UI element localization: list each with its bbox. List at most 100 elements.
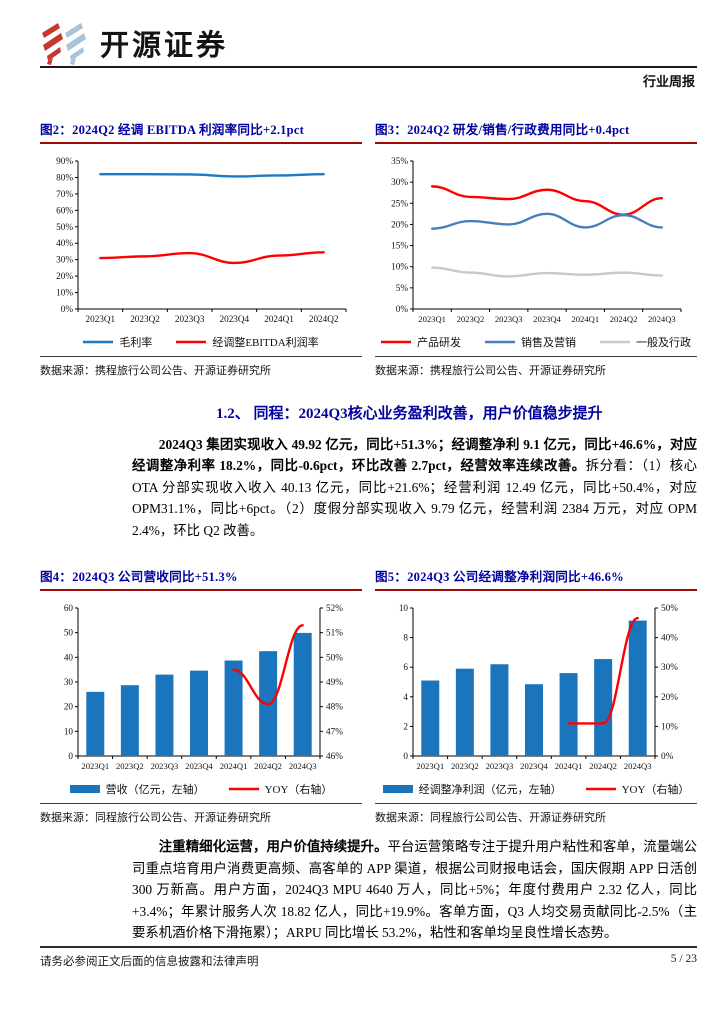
figure-title-rule xyxy=(40,142,362,144)
legend-line-swatch xyxy=(381,340,411,344)
svg-text:90%: 90% xyxy=(56,156,73,166)
svg-text:70%: 70% xyxy=(56,189,73,199)
svg-text:50: 50 xyxy=(64,628,74,638)
svg-text:47%: 47% xyxy=(326,727,343,737)
figure-5: 图5：2024Q3 公司经调整净利润同比+46.6% 0 2 4 6 8 10 0% 10% 2… xyxy=(375,565,697,825)
svg-text:10%: 10% xyxy=(56,288,73,298)
legend-label: 经调整净利润（亿元，左轴） xyxy=(418,784,562,797)
svg-text:10%: 10% xyxy=(391,262,408,272)
svg-text:10: 10 xyxy=(64,727,74,737)
svg-text:2023Q3: 2023Q3 xyxy=(486,761,514,771)
legend-line-swatch-item: 产品研发 xyxy=(381,334,461,350)
svg-text:2024Q3: 2024Q3 xyxy=(289,761,317,771)
svg-text:2024Q2: 2024Q2 xyxy=(610,314,638,324)
svg-text:6: 6 xyxy=(403,662,408,672)
source-rule xyxy=(375,803,697,805)
figure-5-title: 图5：2024Q3 公司经调整净利润同比+46.6% xyxy=(375,570,624,585)
svg-text:30%: 30% xyxy=(661,662,678,672)
page-number: 5 / 23 xyxy=(670,953,697,965)
svg-text:60: 60 xyxy=(64,603,74,613)
paragraph-body-text: 拆分看：（1）核心 OTA 分部实现收入收入 40.13 亿元，同比+21.6%… xyxy=(132,458,698,538)
brand-swirl-icon xyxy=(42,23,86,65)
legend-line-swatch-item: 毛利率 xyxy=(83,334,152,350)
paragraph-body-text: 平台运营策略专注于提升用户粘性和客单，流量端公司重点培育用户消费更高频、高客单的… xyxy=(132,839,697,940)
svg-text:0%: 0% xyxy=(396,304,409,314)
svg-text:10: 10 xyxy=(399,603,409,613)
legend-label: 经调整EBITDA利润率 xyxy=(212,337,319,349)
figure-2: 图2：2024Q2 经调 EBITDA 利润率同比+2.1pct 0% 10% 20… xyxy=(40,118,362,378)
source-rule xyxy=(40,803,362,805)
svg-text:2024Q3: 2024Q3 xyxy=(624,761,652,771)
svg-text:20%: 20% xyxy=(56,271,73,281)
legend-line-swatch xyxy=(176,340,207,344)
legend-line-swatch-item: 经调整EBITDA利润率 xyxy=(176,334,319,350)
svg-text:2023Q3: 2023Q3 xyxy=(175,314,205,324)
paragraph-operations: 注重精细化运营，用户价值持续提升。平台运营策略专注于提升用户粘性和客单，流量端公… xyxy=(132,836,697,943)
svg-text:2023Q2: 2023Q2 xyxy=(130,314,160,324)
svg-text:0: 0 xyxy=(68,751,73,761)
svg-text:60%: 60% xyxy=(56,205,73,215)
svg-text:2023Q1: 2023Q1 xyxy=(81,761,109,771)
svg-text:30: 30 xyxy=(64,677,74,687)
svg-text:30%: 30% xyxy=(56,255,73,265)
svg-text:50%: 50% xyxy=(661,603,678,613)
svg-text:80%: 80% xyxy=(56,172,73,182)
page-header: 开源证券 行业周报 xyxy=(40,20,697,94)
brand-name: 开源证券 xyxy=(100,30,229,62)
figure-title-rule xyxy=(40,589,362,592)
figure-5-legend: 经调整净利润（亿元，左轴） YOY（右轴） xyxy=(375,780,697,798)
legend-line-swatch-item: 一般及行政 xyxy=(600,334,691,350)
figure-3-legend: 产品研发 销售及营销 一般及行政 xyxy=(375,333,697,351)
legend-line-swatch-item: 销售及营销 xyxy=(485,334,576,350)
figure-3-chart: 0% 5% 10% 15% 20% 25% 30% 35% 2023Q1 2023Q2 2023Q3… xyxy=(391,156,682,324)
svg-text:2023Q4: 2023Q4 xyxy=(220,314,250,324)
svg-text:2023Q1: 2023Q1 xyxy=(418,314,446,324)
svg-text:2023Q4: 2023Q4 xyxy=(520,761,548,771)
paragraph-bold-lead: 注重精细化运营，用户价值持续提升。 xyxy=(158,839,388,855)
figure-title-rule xyxy=(375,589,697,592)
legend-label: 营收（亿元，左轴） xyxy=(105,784,205,797)
svg-text:2024Q2: 2024Q2 xyxy=(254,761,282,771)
svg-text:4: 4 xyxy=(403,692,408,702)
svg-text:0%: 0% xyxy=(61,304,74,314)
svg-text:2: 2 xyxy=(403,722,408,732)
legend-label: 产品研发 xyxy=(417,337,461,349)
source-rule xyxy=(375,356,697,357)
legend-label: 一般及行政 xyxy=(636,337,691,349)
legend-bar-swatch xyxy=(382,785,413,794)
svg-text:2023Q3: 2023Q3 xyxy=(151,761,179,771)
figure-2-chart: 0% 10% 20% 30% 40% 50% 60% 70% 80% 90% 2023Q1 2023Q… xyxy=(56,156,347,324)
svg-text:0%: 0% xyxy=(661,751,674,761)
svg-text:40%: 40% xyxy=(661,633,678,643)
svg-text:48%: 48% xyxy=(326,702,343,712)
svg-text:50%: 50% xyxy=(326,653,343,663)
figure-4-chart: 0 10 20 30 40 50 60 46% 47% 48% 49% 50% 51% 52% 2023Q1… xyxy=(64,603,343,771)
figure-3-title: 图3：2024Q2 研发/销售/行政费用同比+0.4pct xyxy=(375,123,630,137)
svg-text:0: 0 xyxy=(403,751,408,761)
legend-label: YOY（右轴） xyxy=(621,784,690,797)
legend-bar-swatch-item: 经调整净利润（亿元，左轴） xyxy=(382,781,562,797)
legend-label: 毛利率 xyxy=(119,337,153,349)
figure-3: 图3：2024Q2 研发/销售/行政费用同比+0.4pct 0% 5% 10% 15%… xyxy=(375,118,697,378)
svg-text:2024Q2: 2024Q2 xyxy=(589,761,617,771)
figure-2-source: 数据来源：携程旅行公司公告、开源证券研究所 xyxy=(40,365,271,377)
svg-text:10%: 10% xyxy=(661,722,678,732)
legend-line-swatch xyxy=(600,340,630,344)
svg-text:2023Q1: 2023Q1 xyxy=(86,314,116,324)
legend-line-swatch xyxy=(585,787,616,791)
legend-line-swatch-item: YOY（右轴） xyxy=(228,781,332,797)
svg-text:52%: 52% xyxy=(326,603,343,613)
paragraph-bold-lead: 2024Q3 集团实现收入 49.92 亿元，同比+51.3%；经调整净利 9.… xyxy=(132,437,697,474)
svg-text:20: 20 xyxy=(64,702,74,712)
figure-2-title: 图2：2024Q2 经调 EBITDA 利润率同比+2.1pct xyxy=(40,123,305,137)
svg-text:2024Q3: 2024Q3 xyxy=(648,314,676,324)
page-footer: 请务必参阅正文后面的信息披露和法律声明 5 / 23 xyxy=(40,946,697,969)
svg-text:35%: 35% xyxy=(391,156,408,166)
svg-text:2024Q1: 2024Q1 xyxy=(571,314,599,324)
brand-logo: 开源证券 xyxy=(40,20,697,66)
svg-text:20%: 20% xyxy=(661,692,678,702)
svg-text:2024Q2: 2024Q2 xyxy=(309,314,339,324)
report-type-label: 行业周报 xyxy=(642,74,695,89)
header-rule xyxy=(40,66,697,68)
